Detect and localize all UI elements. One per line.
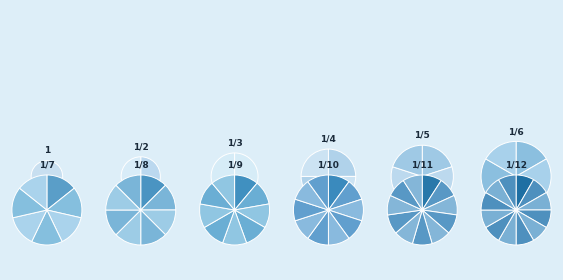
Wedge shape [215, 176, 255, 200]
Wedge shape [387, 195, 422, 215]
Wedge shape [293, 199, 328, 221]
Wedge shape [328, 210, 349, 245]
Wedge shape [295, 210, 328, 238]
Text: 1/5: 1/5 [414, 131, 430, 140]
Text: 1/4: 1/4 [320, 135, 336, 144]
Wedge shape [516, 210, 551, 228]
Wedge shape [412, 210, 432, 245]
Wedge shape [516, 210, 534, 245]
Wedge shape [422, 181, 454, 210]
Wedge shape [141, 157, 160, 196]
Wedge shape [31, 161, 62, 192]
Wedge shape [235, 175, 257, 210]
Wedge shape [328, 199, 364, 221]
Wedge shape [20, 175, 47, 210]
Wedge shape [328, 176, 356, 204]
Wedge shape [222, 210, 247, 245]
Wedge shape [199, 204, 235, 228]
Wedge shape [516, 176, 547, 211]
Wedge shape [390, 181, 422, 210]
Wedge shape [516, 210, 547, 240]
Wedge shape [211, 153, 235, 188]
Text: 1/6: 1/6 [508, 127, 524, 136]
Wedge shape [486, 210, 516, 240]
Wedge shape [106, 185, 141, 210]
Wedge shape [47, 210, 81, 242]
Wedge shape [392, 145, 422, 176]
Wedge shape [235, 210, 265, 243]
Wedge shape [486, 176, 516, 211]
Wedge shape [12, 188, 47, 218]
Wedge shape [116, 175, 141, 210]
Wedge shape [141, 210, 166, 245]
Wedge shape [499, 210, 516, 245]
Wedge shape [200, 183, 235, 210]
Wedge shape [516, 159, 551, 194]
Wedge shape [422, 175, 441, 210]
Wedge shape [301, 176, 328, 204]
Wedge shape [235, 183, 269, 210]
Wedge shape [235, 204, 270, 228]
Wedge shape [499, 175, 516, 210]
Wedge shape [422, 210, 449, 244]
Wedge shape [516, 175, 534, 210]
Wedge shape [396, 210, 422, 244]
Wedge shape [328, 175, 349, 210]
Wedge shape [212, 175, 235, 210]
Text: 1/8: 1/8 [133, 161, 149, 170]
Text: 1/11: 1/11 [411, 161, 434, 170]
Wedge shape [116, 210, 141, 245]
Wedge shape [516, 192, 551, 210]
Text: 1/7: 1/7 [39, 161, 55, 170]
Wedge shape [121, 157, 141, 196]
Wedge shape [295, 182, 328, 210]
Wedge shape [106, 210, 141, 235]
Wedge shape [13, 210, 47, 242]
Wedge shape [387, 210, 422, 233]
Wedge shape [486, 141, 516, 176]
Wedge shape [486, 180, 516, 210]
Wedge shape [235, 153, 258, 188]
Wedge shape [391, 167, 422, 202]
Wedge shape [141, 185, 176, 210]
Wedge shape [422, 145, 452, 176]
Wedge shape [404, 176, 441, 207]
Text: 1/9: 1/9 [227, 161, 243, 170]
Text: 1/3: 1/3 [227, 139, 243, 148]
Wedge shape [516, 180, 547, 210]
Wedge shape [422, 210, 457, 233]
Wedge shape [422, 195, 457, 215]
Wedge shape [328, 149, 356, 176]
Text: 1/10: 1/10 [318, 161, 339, 170]
Wedge shape [47, 188, 82, 218]
Wedge shape [403, 175, 422, 210]
Wedge shape [328, 182, 361, 210]
Wedge shape [481, 192, 516, 210]
Wedge shape [516, 141, 547, 176]
Wedge shape [308, 175, 328, 210]
Wedge shape [301, 149, 328, 176]
Text: 1/12: 1/12 [505, 161, 527, 170]
Wedge shape [141, 210, 176, 235]
Wedge shape [204, 210, 235, 243]
Wedge shape [141, 175, 166, 210]
Text: 1: 1 [44, 146, 50, 155]
Text: 1/2: 1/2 [133, 143, 149, 151]
Wedge shape [481, 210, 516, 228]
Wedge shape [481, 159, 516, 194]
Wedge shape [308, 210, 328, 245]
Wedge shape [422, 167, 453, 202]
Wedge shape [328, 210, 361, 238]
Wedge shape [32, 210, 62, 245]
Wedge shape [47, 175, 74, 210]
